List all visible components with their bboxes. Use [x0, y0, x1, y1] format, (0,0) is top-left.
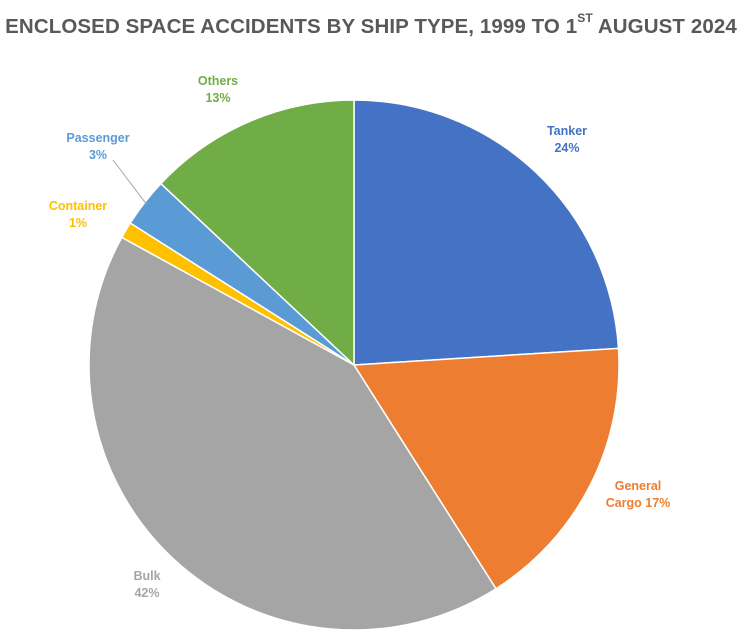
chart-title-suffix: AUGUST 2024 [592, 14, 737, 38]
pie-slice-tanker [353, 99, 620, 366]
slice-label-others: Others 13% [198, 74, 238, 105]
leader-lines [112, 159, 147, 205]
pie-slice-others [159, 99, 355, 367]
slice-label-bulk: Bulk 42% [133, 569, 160, 600]
chart-title: ENCLOSED SPACE ACCIDENTS BY SHIP TYPE, 1… [0, 11, 742, 39]
pie-slice-bulk [88, 236, 498, 631]
leader-line-passenger [112, 159, 147, 205]
slice-label-general-cargo: General Cargo 17% [606, 479, 671, 510]
slice-label-passenger: Passenger 3% [66, 131, 129, 162]
pie-slice-general-cargo [352, 347, 620, 590]
pie-slices [88, 99, 620, 631]
chart-title-superscript: ST [577, 11, 593, 25]
slice-label-tanker: Tanker 24% [547, 124, 587, 155]
slice-labels: Tanker 24% General Cargo 17% Bulk 42% Containe… [49, 74, 670, 600]
slice-label-container: Container 1% [49, 199, 107, 230]
chart-title-main: ENCLOSED SPACE ACCIDENTS BY SHIP TYPE, 1… [5, 14, 578, 38]
